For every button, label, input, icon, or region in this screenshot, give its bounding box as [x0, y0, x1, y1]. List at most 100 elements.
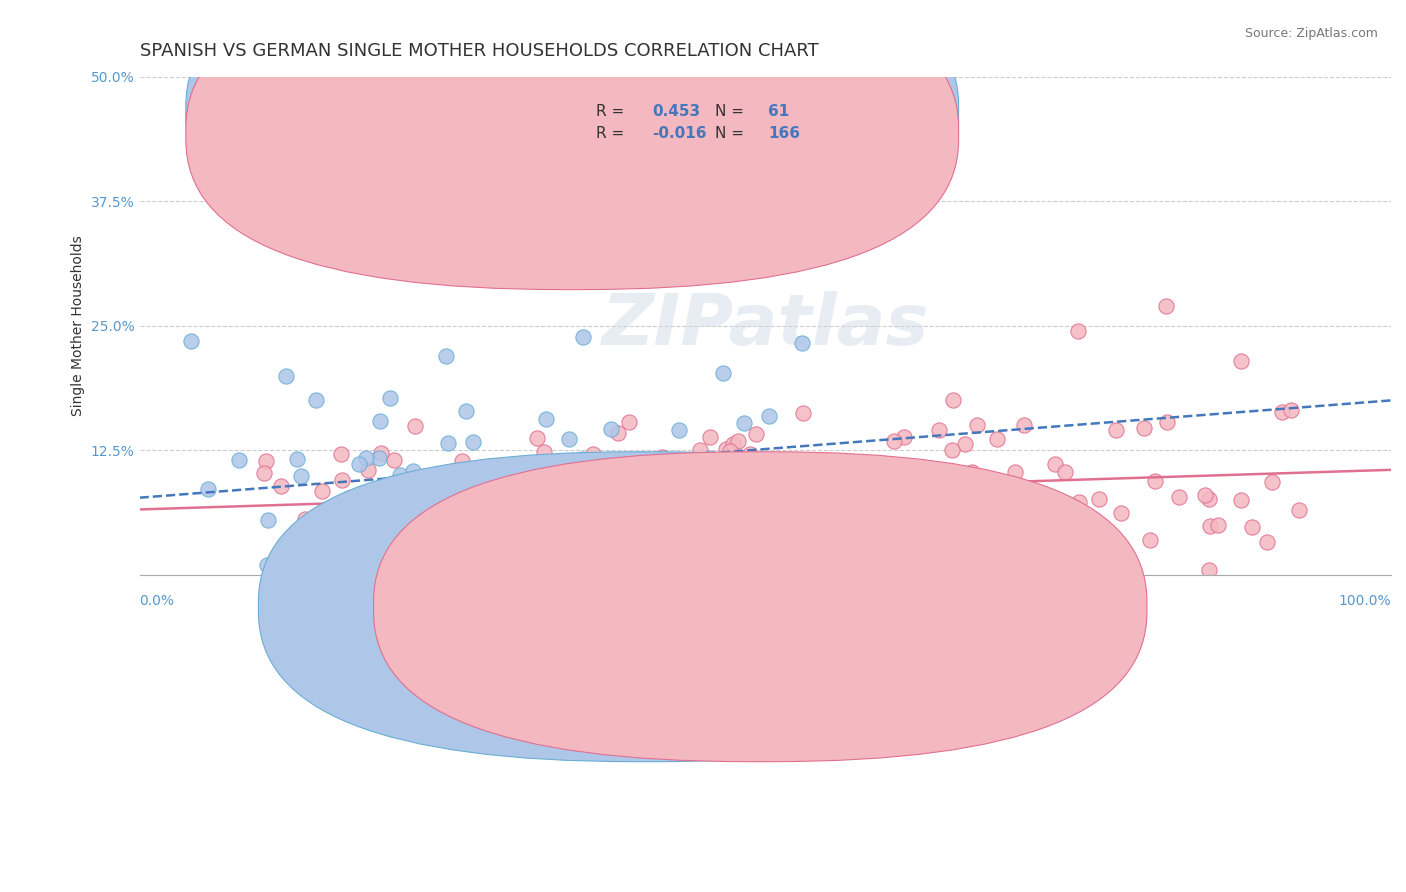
Point: [553, 541, 575, 556]
Point: [560, 482, 582, 496]
Point: [883, 434, 905, 448]
Point: [793, 558, 815, 573]
Point: [651, 450, 673, 464]
Point: [492, 537, 515, 551]
Point: [1012, 417, 1035, 432]
Point: [581, 558, 603, 572]
Point: [773, 476, 796, 491]
Point: [890, 466, 912, 480]
Point: [356, 500, 378, 514]
Point: [270, 479, 292, 493]
Point: [382, 453, 405, 467]
Point: [326, 548, 349, 562]
Point: [790, 466, 813, 480]
Point: [582, 448, 605, 462]
Point: [446, 530, 468, 544]
Point: [524, 489, 547, 503]
Point: [370, 445, 392, 459]
Point: [451, 515, 474, 529]
Point: [907, 510, 929, 524]
Point: [619, 491, 641, 506]
Point: [253, 466, 276, 480]
Point: [399, 505, 422, 519]
Point: [842, 500, 865, 514]
Point: [551, 481, 574, 495]
Point: [1256, 535, 1278, 549]
Text: N =: N =: [714, 104, 744, 119]
Point: [942, 393, 965, 408]
Point: [1054, 465, 1077, 479]
Point: [1067, 324, 1090, 338]
Point: [848, 483, 870, 497]
Point: [759, 472, 782, 486]
Point: [1046, 500, 1069, 515]
Point: [655, 482, 678, 496]
Point: [1279, 403, 1302, 417]
Point: [560, 508, 582, 523]
Point: [399, 560, 422, 574]
Point: [356, 451, 378, 466]
Point: [571, 451, 593, 466]
Point: [733, 470, 755, 484]
Text: 61: 61: [769, 104, 790, 119]
Point: [420, 493, 443, 508]
Text: Germans: Germans: [759, 605, 821, 619]
Point: [1230, 492, 1253, 507]
Point: [593, 548, 616, 562]
Point: [572, 330, 595, 344]
Point: [470, 474, 492, 488]
Point: [786, 475, 808, 490]
Text: N =: N =: [714, 127, 744, 142]
Point: [567, 529, 589, 543]
Point: [797, 492, 820, 507]
Point: [1230, 353, 1253, 368]
Point: [434, 349, 457, 363]
Point: [1156, 415, 1178, 429]
Point: [533, 444, 555, 458]
Point: [686, 500, 709, 515]
Point: [813, 458, 835, 473]
Point: [803, 472, 825, 486]
Text: ZIPatlas: ZIPatlas: [602, 291, 929, 360]
Point: [991, 489, 1014, 503]
Text: 0.453: 0.453: [652, 104, 700, 119]
Point: [546, 475, 568, 490]
Point: [866, 465, 889, 479]
Point: [716, 510, 738, 524]
Point: [254, 454, 277, 468]
FancyBboxPatch shape: [186, 0, 959, 290]
Point: [492, 461, 515, 475]
Point: [404, 419, 426, 434]
Point: [482, 492, 505, 507]
Point: [486, 517, 509, 532]
Y-axis label: Single Mother Households: Single Mother Households: [72, 235, 86, 416]
Point: [337, 491, 360, 506]
Text: R =: R =: [596, 104, 624, 119]
Point: [744, 503, 766, 517]
Point: [256, 558, 278, 572]
Text: 100.0%: 100.0%: [1339, 594, 1391, 607]
Point: [966, 417, 988, 432]
Text: 0.0%: 0.0%: [139, 594, 174, 607]
Point: [1198, 563, 1220, 577]
Point: [389, 468, 412, 483]
Point: [638, 473, 661, 487]
Point: [616, 458, 638, 473]
Point: [696, 464, 718, 478]
Point: [1198, 491, 1220, 506]
Point: [1133, 421, 1156, 435]
Point: [377, 482, 399, 496]
Point: [838, 466, 860, 480]
Point: [575, 470, 598, 484]
Point: [745, 426, 768, 441]
Point: [714, 442, 737, 456]
Point: [1206, 518, 1229, 533]
Point: [792, 406, 814, 420]
Point: [718, 443, 741, 458]
Point: [538, 513, 561, 527]
Point: [962, 555, 984, 569]
FancyBboxPatch shape: [259, 451, 1032, 762]
Point: [707, 542, 730, 557]
Point: [820, 541, 842, 556]
Point: [180, 334, 202, 348]
